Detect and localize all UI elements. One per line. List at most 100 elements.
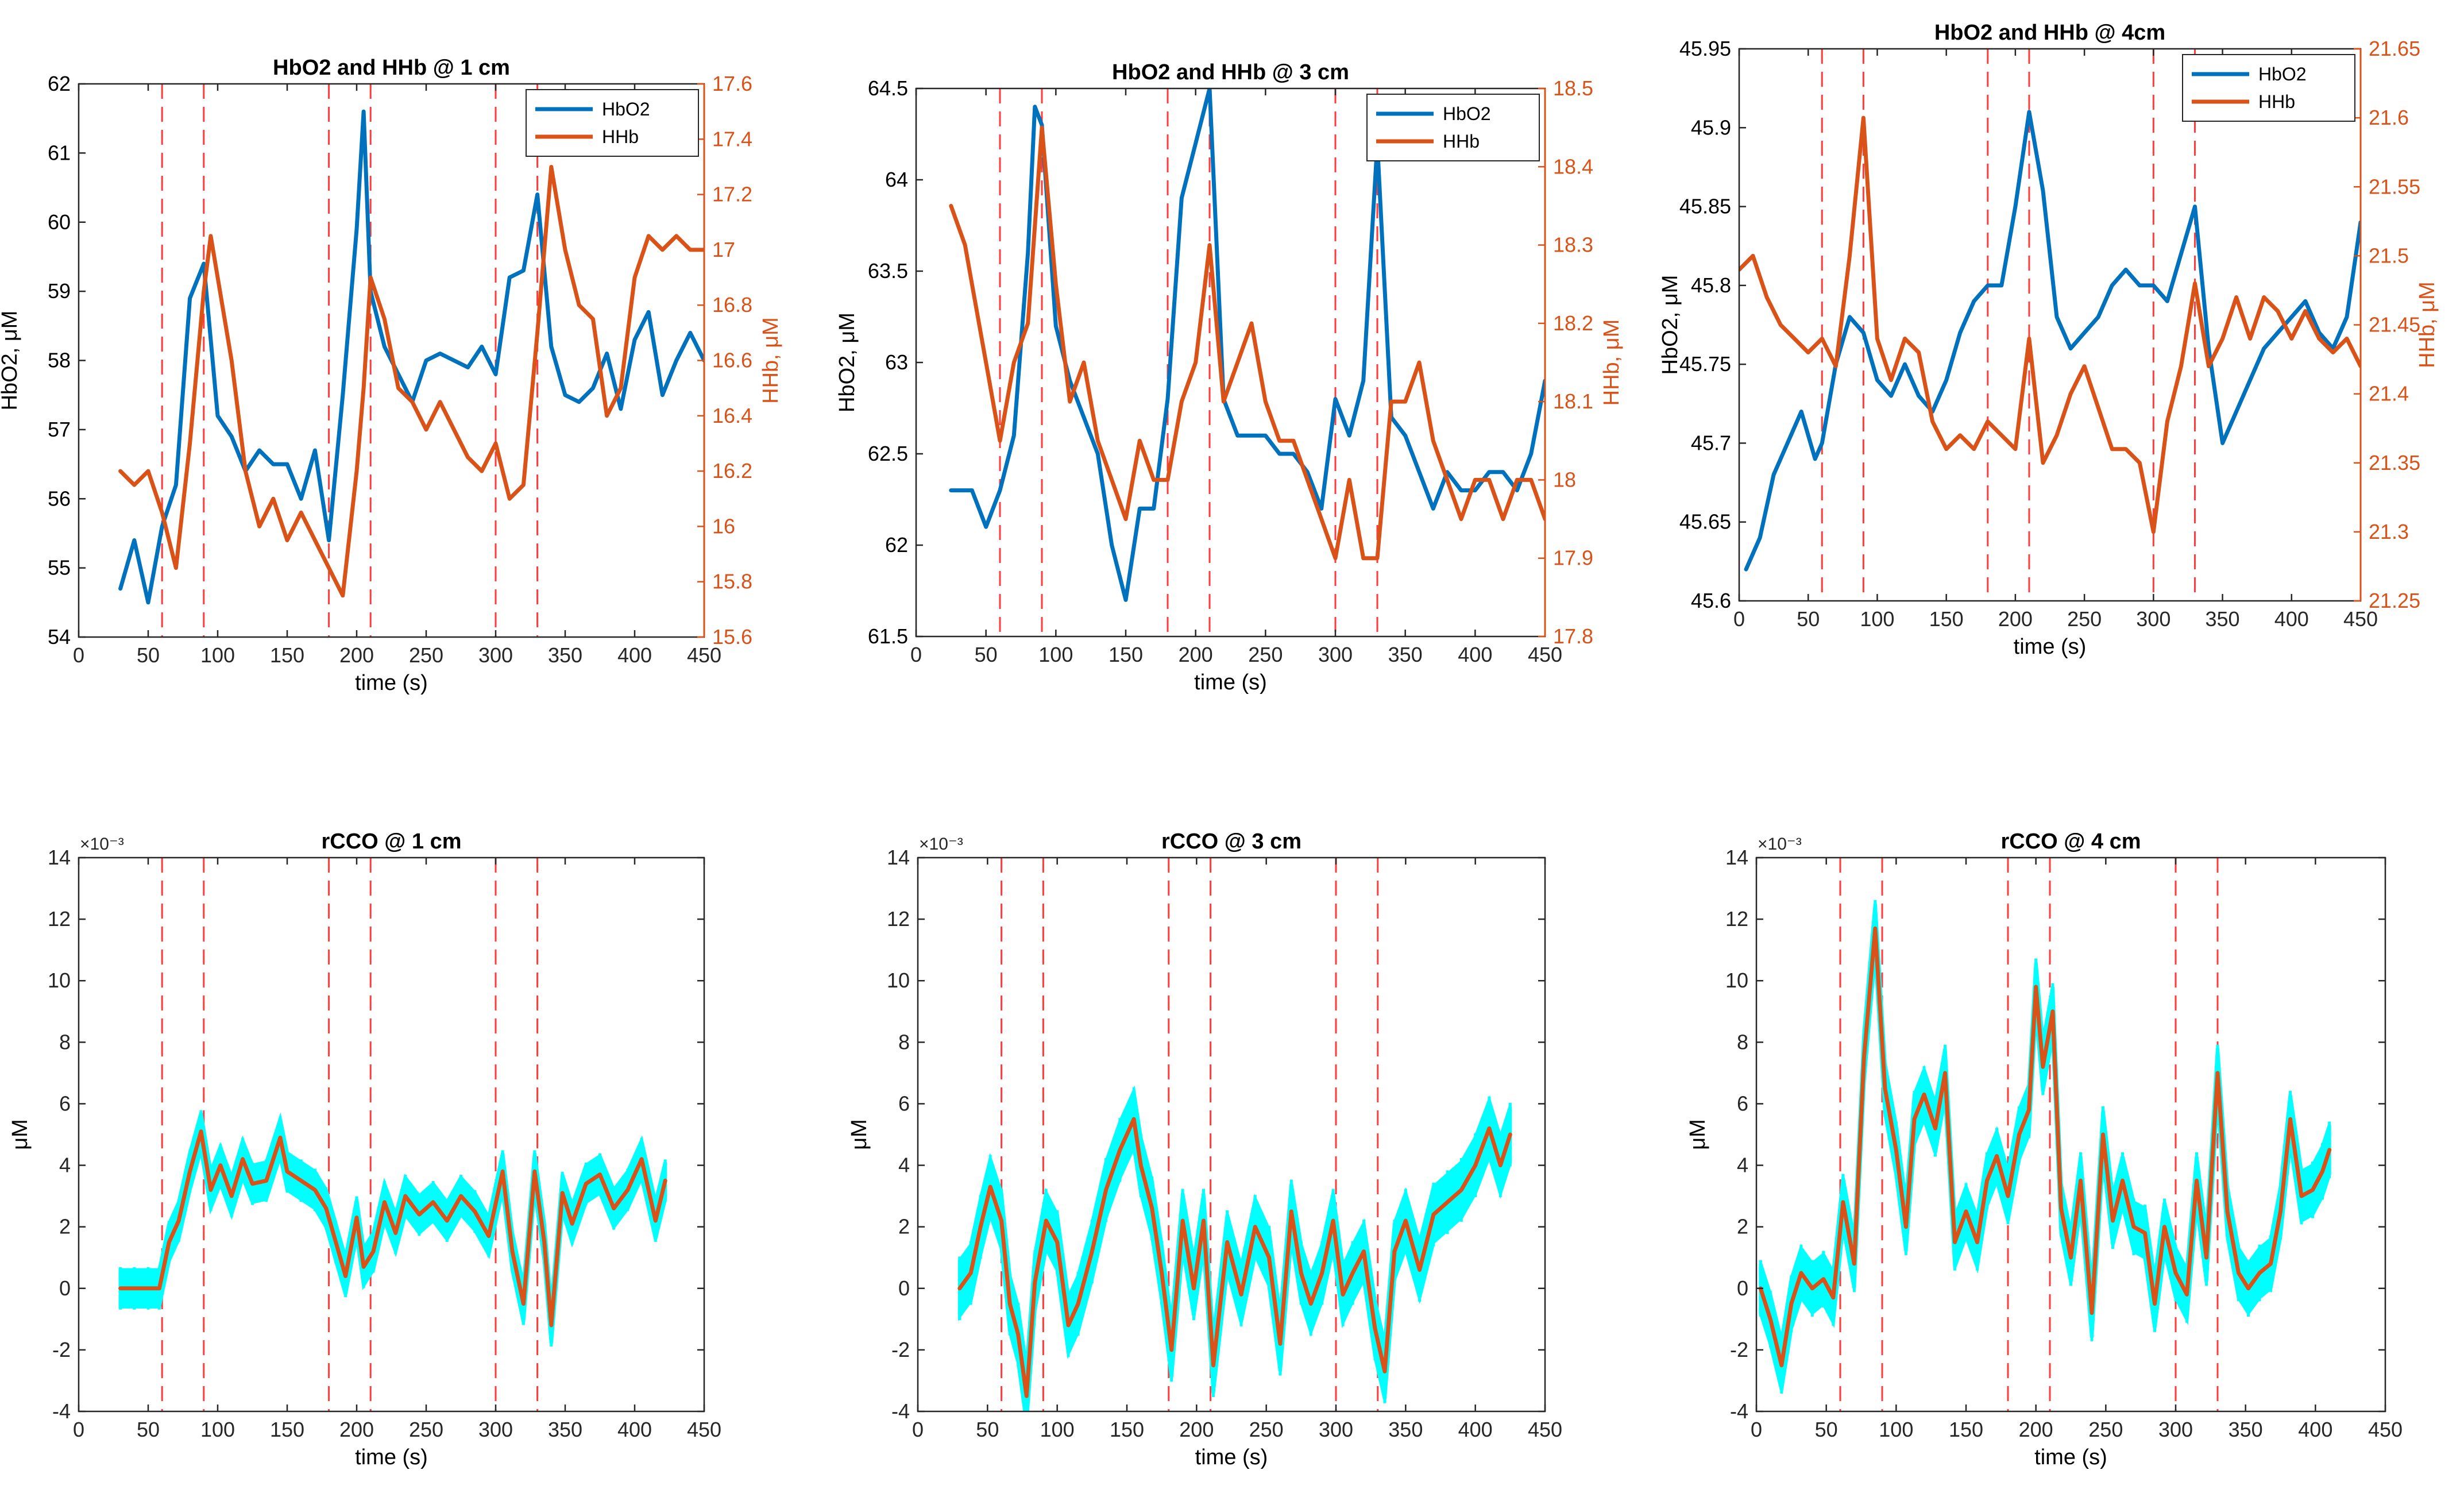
y-tick-label: 8 [1737, 1030, 1748, 1054]
legend-box [1366, 94, 1540, 161]
x-tick-label: 50 [137, 643, 160, 667]
y-tick-label: 62 [48, 72, 71, 95]
y-tick-label: 10 [1725, 969, 1748, 992]
x-tick-label: 400 [617, 1418, 652, 1441]
y-tick-label: 2 [898, 1215, 910, 1239]
x-axis-label: time (s) [2034, 1445, 2107, 1469]
chart-title: HbO2 and HHb @ 3 cm [1112, 60, 1349, 84]
x-tick-label: 100 [200, 643, 235, 667]
subplot-rcco-3cm: rCCO @ 3 cm time (s) μM ×10⁻³ 0 50 100 150 2… [847, 829, 1562, 1469]
y-tick-label-right: 18.3 [1553, 233, 1593, 257]
y-axis-label-left: μM [847, 1119, 871, 1150]
legend-label-hhb: HHb [2258, 91, 2295, 112]
y-tick-label: 6 [1737, 1091, 1748, 1115]
axes-box [1738, 48, 2362, 602]
x-tick-label: 0 [1733, 607, 1745, 631]
plot-data [957, 1085, 1512, 1411]
x-tick-label: 150 [1110, 1418, 1144, 1441]
series-line-rcco [1758, 926, 2332, 1368]
axes-box [1755, 856, 2386, 1413]
x-tick-label: 400 [2298, 1418, 2332, 1441]
plot-data [118, 109, 704, 605]
y-tick-label: -2 [1730, 1338, 1748, 1361]
x-tick-label: 400 [1458, 643, 1492, 666]
x-tick-label: 50 [137, 1418, 160, 1441]
legend-label-hbo2: HbO2 [1443, 103, 1491, 124]
y-tick-label: 64 [885, 168, 908, 191]
series-line-hhb [1739, 115, 2361, 534]
y-tick-label-right: 18.4 [1553, 155, 1593, 178]
x-tick-label: 250 [2088, 1418, 2123, 1441]
y-tick-label: 64.5 [868, 76, 908, 100]
chart-title: HbO2 and HHb @ 4cm [1934, 21, 2165, 45]
y-tick-label: 0 [898, 1276, 910, 1300]
y-tick-label: 10 [48, 969, 71, 992]
x-tick-label: 300 [2158, 1418, 2193, 1441]
y-tick-label: 10 [887, 969, 910, 992]
x-axis-label: time (s) [1195, 1445, 1268, 1469]
x-tick-label: 400 [617, 643, 652, 667]
x-tick-label: 250 [409, 643, 443, 667]
x-axis-label: time (s) [2014, 635, 2087, 659]
y-tick-label: 45.85 [1679, 195, 1731, 218]
x-tick-label: 50 [976, 1418, 999, 1441]
y-tick-label: 2 [59, 1215, 71, 1239]
x-tick-label: 0 [73, 1418, 84, 1441]
y-tick-label: 59 [48, 279, 71, 303]
y-axis-exponent: ×10⁻³ [80, 835, 124, 854]
y-tick-label: 4 [1737, 1153, 1748, 1177]
series-line-hbo2 [118, 109, 704, 605]
series-line-hhb [949, 125, 1545, 561]
x-tick-label: 100 [1038, 643, 1073, 666]
chart-title: rCCO @ 1 cm [321, 829, 461, 854]
y-tick-label-right: 21.6 [2369, 106, 2409, 129]
y-tick-label-right: 21.35 [2369, 451, 2420, 474]
y-tick-label: -4 [891, 1399, 910, 1423]
x-tick-label: 50 [1815, 1418, 1838, 1441]
x-tick-label: 450 [687, 1418, 721, 1441]
x-tick-label: 100 [200, 1418, 235, 1441]
y-tick-label: 45.6 [1691, 589, 1731, 612]
x-tick-label: 150 [1929, 607, 1964, 631]
y-tick-label-right: 18.5 [1553, 76, 1593, 100]
y-tick-label-right: 21.25 [2369, 589, 2420, 612]
y-tick-label: 45.9 [1691, 115, 1731, 139]
y-axis-label-right: HHb, μM [2415, 281, 2439, 368]
error-band [957, 1085, 1512, 1411]
x-tick-label: 350 [2206, 607, 2240, 631]
x-tick-label: 250 [1249, 1418, 1284, 1441]
x-tick-label: 200 [339, 643, 374, 667]
y-tick-label: -2 [891, 1338, 910, 1361]
y-tick-label-right: 21.65 [2369, 37, 2420, 60]
subplot-hbo2-hhb-4cm: HbO2 and HHb @ 4cm time (s) HbO2, μM HHb… [1658, 21, 2439, 659]
plot-data [949, 88, 1545, 602]
y-tick-label: 63.5 [868, 259, 908, 283]
y-tick-label-right: 17.8 [1553, 624, 1593, 648]
subplot-hbo2-hhb-1cm: HbO2 and HHb @ 1 cm time (s) HbO2, μM HH… [0, 56, 783, 695]
legend-label-hbo2: HbO2 [2258, 64, 2307, 84]
x-tick-label: 200 [339, 1418, 374, 1441]
y-tick-label: 0 [59, 1276, 71, 1300]
y-tick-label: 58 [48, 349, 71, 372]
x-tick-label: 200 [2019, 1418, 2053, 1441]
y-axis-label-left: HbO2, μM [0, 311, 22, 411]
x-tick-label: 150 [270, 1418, 304, 1441]
x-tick-label: 300 [478, 1418, 513, 1441]
x-tick-label: 450 [2343, 607, 2378, 631]
y-tick-label: -4 [1730, 1399, 1748, 1423]
x-tick-label: 400 [2274, 607, 2309, 631]
x-tick-label: 0 [910, 643, 922, 666]
x-tick-label: 0 [1751, 1418, 1762, 1441]
x-tick-label: 300 [1319, 1418, 1353, 1441]
y-tick-label-right: 16.8 [712, 293, 752, 317]
x-tick-label: 450 [687, 643, 721, 667]
subplot-hbo2-hhb-3cm: HbO2 and HHb @ 3 cm time (s) HbO2, μM HH… [835, 60, 1624, 695]
y-tick-label: 45.65 [1679, 510, 1731, 534]
x-tick-label: 100 [1860, 607, 1894, 631]
y-tick-label: 6 [898, 1091, 910, 1115]
x-tick-label: 250 [409, 1418, 443, 1441]
x-tick-label: 300 [478, 643, 513, 667]
y-tick-label-right: 21.4 [2369, 382, 2409, 406]
x-tick-label: 350 [1388, 643, 1423, 666]
